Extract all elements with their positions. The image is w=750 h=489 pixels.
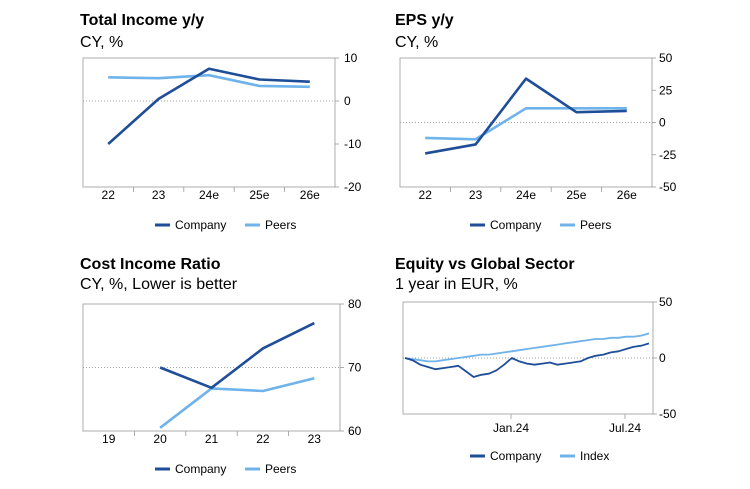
- chart-subtitle: CY, %, Lower is better: [80, 276, 238, 293]
- y-tick-label: 10: [344, 51, 358, 65]
- chart-subtitle: CY, %: [395, 34, 439, 51]
- x-tick-label: Jul.24: [609, 421, 641, 435]
- y-tick-label: -50: [659, 407, 677, 421]
- plot-area: [402, 301, 654, 415]
- legend-label-peers: Peers: [265, 218, 296, 232]
- chart-panel-eps: EPS y/y CY, % 50 25 0 -25 -50 22 23 24e 25e 26e Co…: [375, 0, 750, 244]
- x-tick-label: 20: [153, 432, 167, 446]
- x-tick-label: 25e: [566, 188, 586, 202]
- chart-panel-cost-income: Cost Income Ratio CY, %, Lower is better…: [0, 244, 375, 489]
- y-tick-label: -20: [344, 180, 362, 194]
- series-line-company: [404, 342, 650, 378]
- chart-subtitle: 1 year in EUR, %: [395, 276, 518, 293]
- legend-label-peers: Peers: [580, 218, 611, 232]
- series-line-peers: [159, 377, 315, 429]
- plot-area: [82, 57, 336, 188]
- x-tick-label: 19: [102, 432, 116, 446]
- y-tick-label: 0: [659, 351, 666, 365]
- chart-svg: 10 0 -10 -20 22 23 24e 25e 26e Company Peers: [82, 51, 362, 232]
- chart-svg: 50 25 0 -25 -50 22 23 24e 25e 26e Company Peers: [399, 51, 677, 232]
- y-tick-label: -50: [659, 180, 677, 194]
- chart-svg: 80 70 60 19 20 21 22 23 Company Peers: [82, 297, 362, 476]
- legend-label-company: Company: [175, 462, 226, 476]
- x-tick-label: 22: [419, 188, 433, 202]
- x-tick-label: 25e: [249, 188, 269, 202]
- legend-label-company: Company: [490, 218, 541, 232]
- chart-panel-total-income: Total Income y/y CY, % 10 0 -10 -20 22 23 24e 2…: [0, 0, 375, 244]
- chart-panel-equity-vs-sector: Equity vs Global Sector 1 year in EUR, %…: [375, 244, 750, 489]
- chart-title: Cost Income Ratio: [80, 256, 221, 273]
- x-tick-label: 21: [205, 432, 219, 446]
- y-tick-label: 50: [659, 51, 673, 65]
- chart-title: Total Income y/y: [80, 12, 205, 29]
- series-line-peers: [425, 107, 627, 141]
- legend-label-index: Index: [580, 449, 609, 463]
- x-tick-label: 22: [102, 188, 116, 202]
- y-tick-label: 0: [659, 116, 666, 130]
- x-tick-label: 26e: [300, 188, 320, 202]
- chart-subtitle: CY, %: [80, 34, 124, 51]
- legend-label-company: Company: [490, 449, 541, 463]
- series-line-company: [107, 67, 310, 145]
- x-tick-label: 24e: [199, 188, 219, 202]
- y-tick-label: 0: [344, 94, 351, 108]
- y-tick-label: -10: [344, 137, 362, 151]
- series-line-company: [424, 77, 627, 155]
- legend-label-peers: Peers: [265, 462, 296, 476]
- y-tick-label: 60: [348, 424, 362, 438]
- x-tick-label: 23: [308, 432, 322, 446]
- series-line-index: [404, 332, 650, 363]
- y-tick-label: 80: [348, 297, 362, 311]
- y-tick-label: 25: [659, 83, 673, 97]
- y-tick-label: -25: [659, 148, 677, 162]
- chart-title: EPS y/y: [395, 12, 454, 29]
- series-line-peers: [108, 73, 310, 89]
- x-tick-label: Jan.24: [493, 421, 529, 435]
- x-tick-label: 26e: [617, 188, 637, 202]
- chart-title: Equity vs Global Sector: [395, 256, 575, 273]
- legend-label-company: Company: [175, 218, 226, 232]
- x-tick-label: 23: [469, 188, 483, 202]
- chart-svg: 50 0 -50 Jan.24 Jul.24 Company Index: [402, 295, 677, 463]
- x-tick-label: 24e: [516, 188, 536, 202]
- series-line-company: [159, 321, 315, 390]
- y-tick-label: 50: [659, 295, 673, 309]
- plot-area: [82, 303, 341, 432]
- y-tick-label: 70: [348, 361, 362, 375]
- x-tick-label: 22: [256, 432, 270, 446]
- x-tick-label: 23: [152, 188, 166, 202]
